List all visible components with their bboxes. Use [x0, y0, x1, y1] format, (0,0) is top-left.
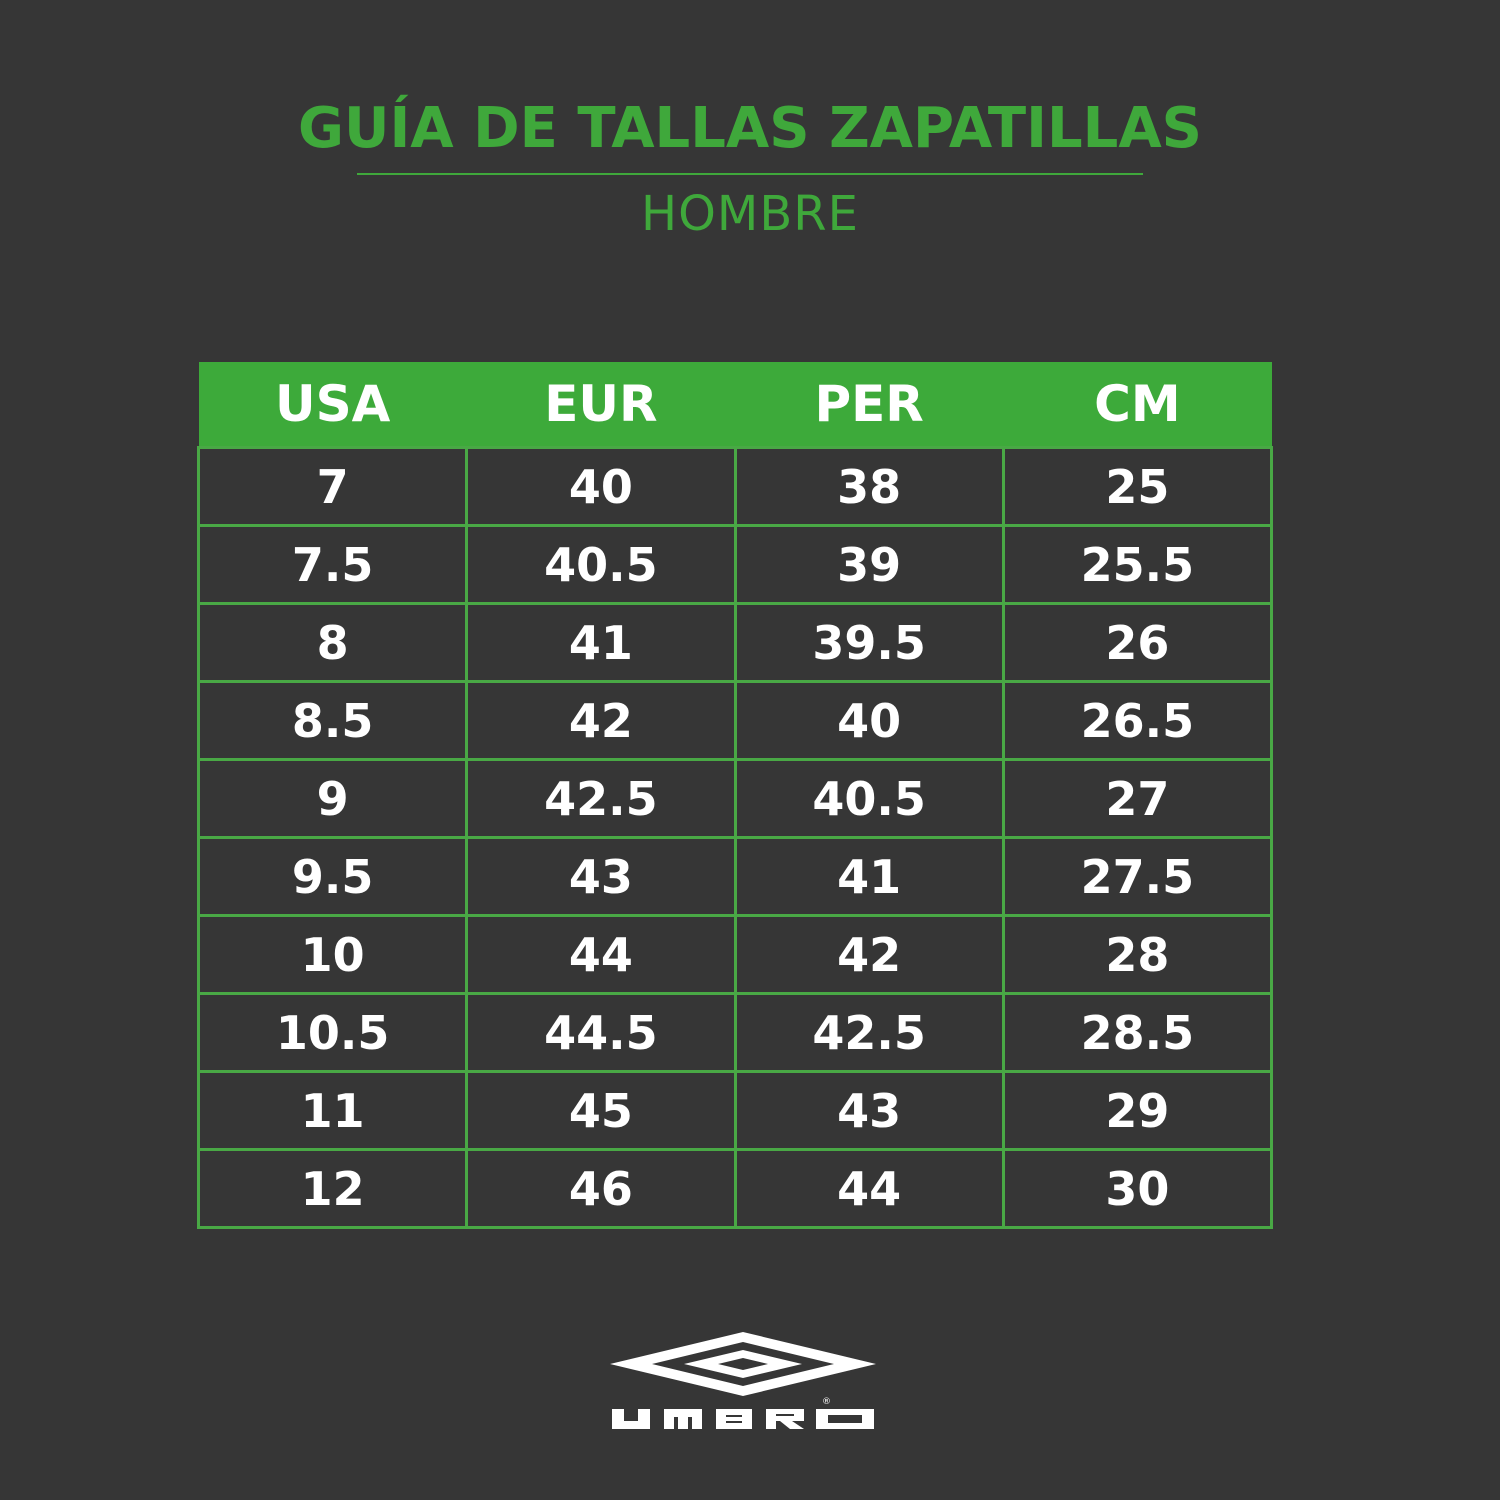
- cell-usa: 7.5: [196, 524, 469, 605]
- column-header-per: PER: [735, 362, 1004, 448]
- table-row: 11 45 43 29: [196, 1070, 1274, 1151]
- cell-cm: 27.5: [1001, 836, 1274, 917]
- table-body: 7 40 38 25 7.5 40.5 39 25.5 8 41 39.5 26 8.5 42 40 26.5…: [196, 446, 1274, 1229]
- cell-usa: 9: [196, 758, 469, 839]
- cell-cm: 27: [1001, 758, 1274, 839]
- table-row: 12 46 44 30: [196, 1148, 1274, 1229]
- cell-cm: 28.5: [1001, 992, 1274, 1073]
- cell-per: 39: [733, 524, 1005, 605]
- table-header-row: USA EUR PER CM: [198, 362, 1272, 448]
- table-row: 7 40 38 25: [196, 446, 1274, 527]
- cell-per: 39.5: [733, 602, 1005, 683]
- cell-eur: 46: [465, 1148, 737, 1229]
- cell-cm: 25: [1001, 446, 1274, 527]
- cell-eur: 43: [465, 836, 737, 917]
- table-row: 9 42.5 40.5 27: [196, 758, 1274, 839]
- cell-per: 41: [733, 836, 1005, 917]
- column-header-usa: USA: [198, 362, 467, 448]
- cell-usa: 8: [196, 602, 469, 683]
- cell-usa: 8.5: [196, 680, 469, 761]
- cell-per: 38: [733, 446, 1005, 527]
- cell-usa: 12: [196, 1148, 469, 1229]
- cell-per: 40.5: [733, 758, 1005, 839]
- cell-eur: 44.5: [465, 992, 737, 1073]
- cell-cm: 26: [1001, 602, 1274, 683]
- cell-eur: 40: [465, 446, 737, 527]
- cell-per: 42: [733, 914, 1005, 995]
- column-header-cm: CM: [1003, 362, 1272, 448]
- table-row: 7.5 40.5 39 25.5: [196, 524, 1274, 605]
- cell-cm: 26.5: [1001, 680, 1274, 761]
- cell-eur: 45: [465, 1070, 737, 1151]
- cell-cm: 25.5: [1001, 524, 1274, 605]
- column-header-eur: EUR: [466, 362, 735, 448]
- cell-per: 42.5: [733, 992, 1005, 1073]
- cell-usa: 7: [196, 446, 469, 527]
- cell-eur: 40.5: [465, 524, 737, 605]
- cell-usa: 10.5: [196, 992, 469, 1073]
- cell-per: 43: [733, 1070, 1005, 1151]
- umbro-logo: ®: [610, 1332, 876, 1429]
- table-row: 8.5 42 40 26.5: [196, 680, 1274, 761]
- logo-wordmark: ®: [612, 1397, 874, 1429]
- size-table: USA EUR PER CM 7 40 38 25 7.5 40.5 39 25.5 8 41 39.5 2…: [196, 362, 1274, 1229]
- table-row: 10 44 42 28: [196, 914, 1274, 995]
- cell-per: 44: [733, 1148, 1005, 1229]
- page-subtitle: HOMBRE: [641, 186, 859, 242]
- cell-per: 40: [733, 680, 1005, 761]
- cell-eur: 42: [465, 680, 737, 761]
- table-row: 10.5 44.5 42.5 28.5: [196, 992, 1274, 1073]
- page-title: GUÍA DE TALLAS ZAPATILLAS: [298, 96, 1202, 161]
- cell-cm: 29: [1001, 1070, 1274, 1151]
- table-row: 8 41 39.5 26: [196, 602, 1274, 683]
- cell-cm: 30: [1001, 1148, 1274, 1229]
- cell-cm: 28: [1001, 914, 1274, 995]
- cell-eur: 42.5: [465, 758, 737, 839]
- table-row: 9.5 43 41 27.5: [196, 836, 1274, 917]
- svg-text:®: ®: [822, 1397, 831, 1407]
- cell-usa: 9.5: [196, 836, 469, 917]
- cell-usa: 11: [196, 1070, 469, 1151]
- cell-eur: 44: [465, 914, 737, 995]
- cell-eur: 41: [465, 602, 737, 683]
- title-divider: [357, 173, 1143, 175]
- cell-usa: 10: [196, 914, 469, 995]
